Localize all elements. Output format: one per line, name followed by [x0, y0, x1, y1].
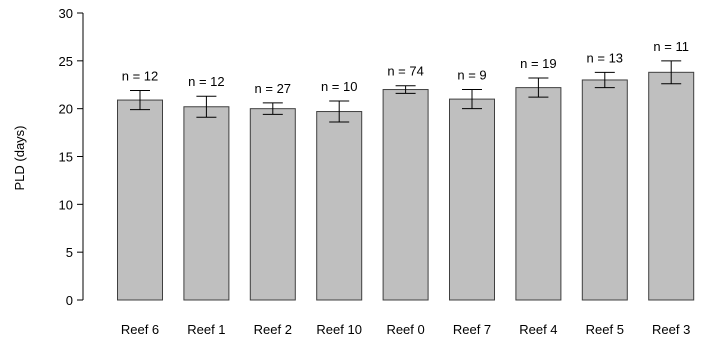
y-tick-label: 10 [59, 197, 73, 212]
y-axis: 0 5 10 15 20 25 30 [59, 6, 84, 308]
data-label: n = 27 [255, 81, 292, 96]
data-label: n = 13 [587, 50, 624, 65]
data-label: n = 74 [387, 64, 424, 79]
error-bar [196, 95, 217, 118]
error-bar [661, 60, 682, 85]
y-axis-title: PLD (days) [12, 125, 27, 190]
x-tick-label: Reef 7 [453, 322, 491, 337]
data-label: n = 12 [188, 74, 225, 89]
bar [249, 108, 296, 301]
bars-group [117, 71, 695, 301]
data-labels-group: n = 12 n = 12 n = 27 n = 10 n = 74 n = 9 n = 1… [122, 39, 689, 96]
data-label: n = 10 [321, 79, 358, 94]
error-bar [395, 85, 416, 94]
bar [117, 99, 163, 301]
y-tick-label: 20 [59, 102, 73, 117]
y-tick-label: 5 [66, 245, 73, 260]
data-label: n = 11 [653, 39, 689, 54]
error-bar [594, 71, 615, 89]
bar [449, 98, 495, 301]
x-tick-label: Reef 3 [652, 322, 690, 337]
x-tick-label: Reef 10 [316, 322, 362, 337]
x-tick-label: Reef 0 [386, 322, 424, 337]
y-tick-label: 0 [66, 293, 73, 308]
bar [648, 71, 695, 301]
x-tick-label: Reef 2 [254, 322, 292, 337]
bar [581, 79, 628, 301]
error-bar [329, 100, 350, 123]
x-tick-label: Reef 1 [187, 322, 225, 337]
y-tick-label: 30 [59, 6, 73, 21]
bar [515, 87, 562, 301]
error-bar [528, 77, 549, 98]
x-tick-label: Reef 4 [519, 322, 557, 337]
error-bar [262, 102, 283, 115]
data-label: n = 12 [122, 68, 159, 83]
error-bar [462, 89, 482, 110]
bar [316, 111, 363, 301]
x-tick-label: Reef 5 [586, 322, 624, 337]
y-tick-label: 15 [59, 150, 73, 165]
error-bar [130, 89, 150, 111]
bar [183, 106, 230, 301]
x-tick-label: Reef 6 [121, 322, 159, 337]
data-label: n = 19 [520, 56, 557, 71]
data-label: n = 9 [457, 68, 486, 83]
error-bars-group [130, 60, 682, 123]
bar [382, 89, 429, 301]
x-tick-labels-group: Reef 6 Reef 1 Reef 2 Reef 10 Reef 0 Reef 7 Ree… [121, 322, 691, 337]
y-tick-label: 25 [59, 54, 73, 69]
